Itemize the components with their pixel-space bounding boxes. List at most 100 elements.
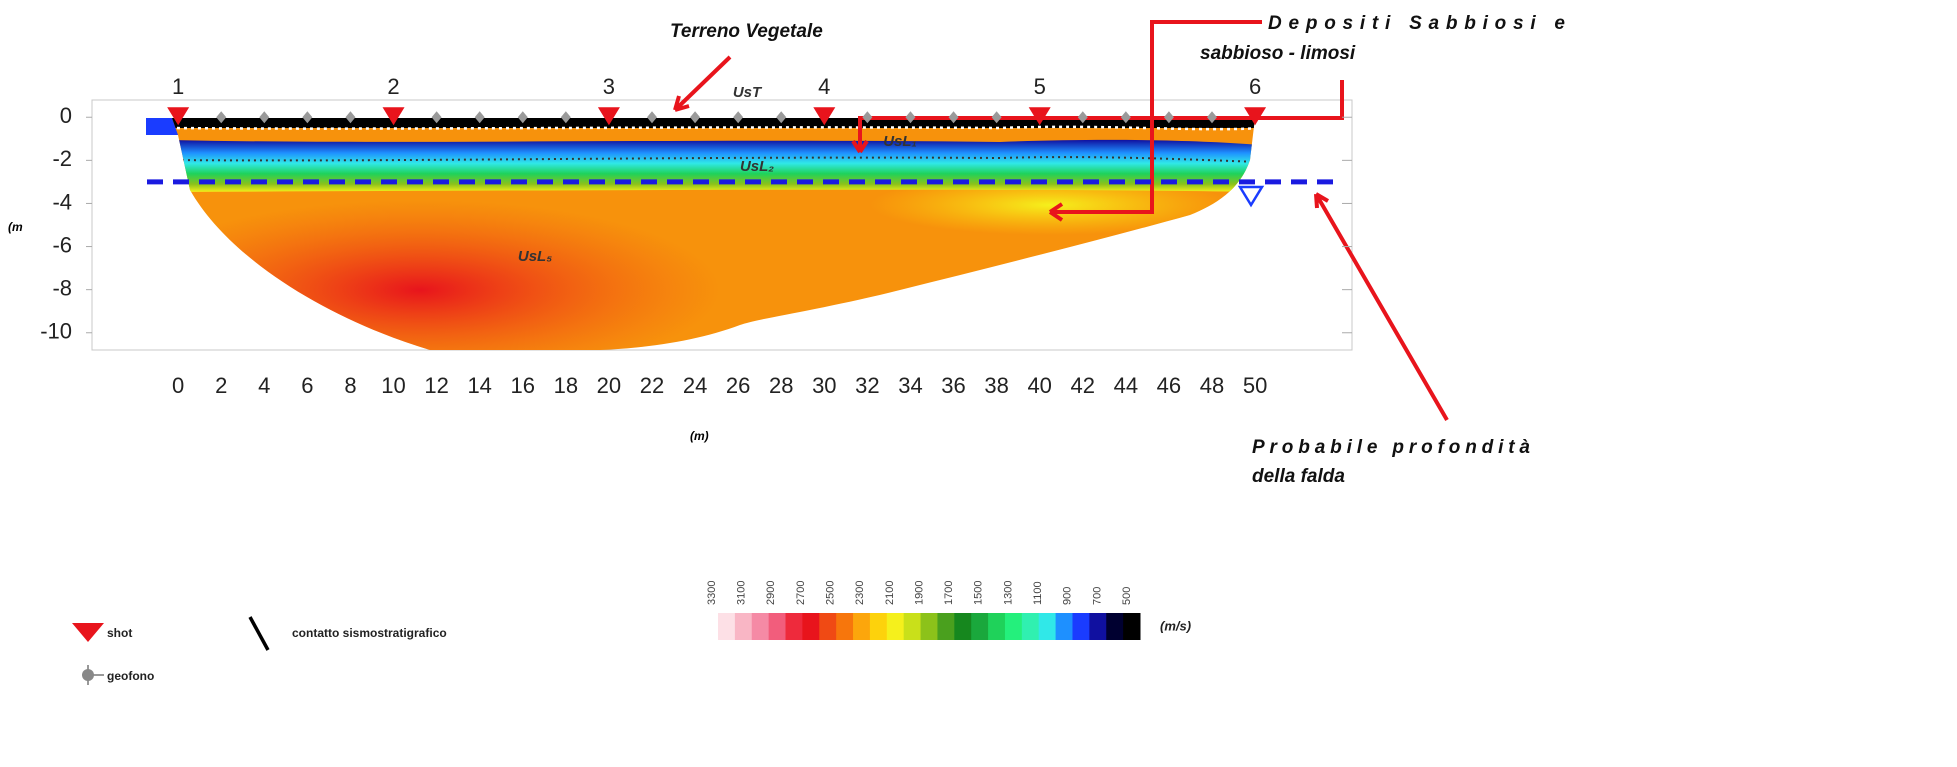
shot-label: 5 [1034, 74, 1046, 99]
shot-label: 3 [603, 74, 615, 99]
shot [382, 107, 405, 126]
x-tick-label: 2 [215, 373, 227, 398]
geophone [517, 111, 528, 124]
legend-geofono-mark [82, 669, 94, 681]
x-tick-label: 24 [683, 373, 707, 398]
x-tick-label: 46 [1157, 373, 1181, 398]
geophone [1163, 111, 1174, 124]
colorbar-swatch [853, 613, 871, 640]
y-tick-label: 0 [60, 103, 72, 128]
colorbar-swatch [1004, 613, 1023, 640]
shot [813, 107, 836, 126]
colorbar-tick-label: 700 [1091, 587, 1103, 605]
x-tick-label: 16 [511, 373, 535, 398]
colorbar-swatch [836, 613, 854, 640]
x-tick-label: 22 [640, 373, 664, 398]
x-tick-label: 26 [726, 373, 750, 398]
x-tick-label: 50 [1243, 373, 1267, 398]
legend-shot-mark [72, 623, 104, 642]
colorbar-tick-label: 900 [1062, 587, 1074, 605]
shot-label: 4 [818, 74, 830, 99]
colorbar-swatch [920, 613, 938, 640]
colorbar-swatch [802, 613, 820, 640]
annotation: Depositi Sabbiosi e [1268, 13, 1565, 34]
shot [1244, 107, 1267, 126]
x-tick-label: 36 [941, 373, 965, 398]
x-tick-label: 12 [424, 373, 448, 398]
y-tick-label: -2 [52, 146, 72, 171]
geophone [345, 111, 356, 124]
colorbar-tick-label: 2900 [765, 581, 777, 605]
shot-label: 1 [172, 74, 184, 99]
geophone [1120, 111, 1131, 124]
geophone [776, 111, 787, 124]
annotation: Terreno Vegetale [670, 21, 823, 42]
geophone [216, 111, 227, 124]
x-tick-label: 10 [381, 373, 405, 398]
y-tick-label: -8 [52, 275, 72, 300]
shot [597, 107, 620, 126]
section-edge [146, 118, 178, 135]
colorbar-tick-label: 2700 [795, 581, 807, 605]
annotation-arrow [851, 80, 1344, 154]
layer-label: UsT [733, 84, 763, 101]
colorbar-swatch [718, 613, 736, 640]
geophone [905, 111, 916, 124]
geophone [302, 111, 313, 124]
colorbar-swatch [886, 613, 905, 640]
colorbar-swatch [768, 613, 787, 640]
colorbar-tick-label: 1700 [943, 581, 955, 605]
colorbar-swatch [988, 613, 1006, 640]
plot-frame [91, 99, 1353, 351]
geophone [474, 111, 485, 124]
geophone [690, 111, 701, 124]
colorbar-swatch [903, 613, 922, 640]
geophone [1077, 111, 1088, 124]
colorbar-swatch [734, 613, 753, 640]
annotation-arrow [673, 55, 732, 112]
x-tick-label: 18 [554, 373, 578, 398]
colorbar-swatch [1055, 613, 1073, 640]
x-axis-label: (m) [690, 429, 709, 443]
x-tick-label: 38 [984, 373, 1008, 398]
layer-label: UsL₁ [883, 133, 917, 150]
colorbar-tick-label: 1500 [973, 581, 985, 605]
colorbar-swatch [954, 613, 972, 640]
colorbar-swatch [1021, 613, 1040, 640]
colorbar-swatch [1123, 613, 1141, 640]
colorbar-swatch [971, 613, 989, 640]
x-tick-label: 42 [1071, 373, 1095, 398]
colorbar-tick-label: 500 [1121, 587, 1133, 605]
x-tick-label: 34 [898, 373, 922, 398]
y-tick-label: -4 [52, 189, 72, 214]
colorbar-swatch [869, 613, 888, 640]
velocity-section [172, 118, 1255, 350]
geophone [1207, 111, 1217, 124]
annotation: sabbioso - limosi [1200, 43, 1356, 64]
geophone [991, 111, 1002, 124]
shot [1028, 107, 1051, 126]
geophone [647, 111, 657, 124]
legend-contact-mark [248, 616, 270, 651]
colorbar-tick-label: 2100 [884, 581, 896, 605]
geophone [862, 111, 873, 124]
x-tick-label: 32 [855, 373, 879, 398]
annotation: della falda [1252, 466, 1345, 487]
shot-label: 2 [387, 74, 399, 99]
geophone [948, 111, 959, 124]
x-tick-label: 4 [258, 373, 270, 398]
x-tick-label: 28 [769, 373, 793, 398]
geophone [431, 111, 442, 124]
shot [167, 107, 190, 126]
x-tick-label: 14 [467, 373, 491, 398]
colorbar-tick-label: 2500 [824, 581, 836, 605]
geophone [560, 111, 571, 124]
colorbar-swatch [1089, 613, 1107, 640]
layer-label: UsL₅ [518, 248, 552, 265]
x-tick-label: 8 [344, 373, 356, 398]
colorbar-unit: (m/s) [1160, 618, 1191, 633]
colorbar-swatch [1038, 613, 1057, 640]
geophone [259, 111, 270, 124]
annotation-arrow [1314, 192, 1449, 422]
colorbar-tick-label: 3100 [736, 581, 748, 605]
